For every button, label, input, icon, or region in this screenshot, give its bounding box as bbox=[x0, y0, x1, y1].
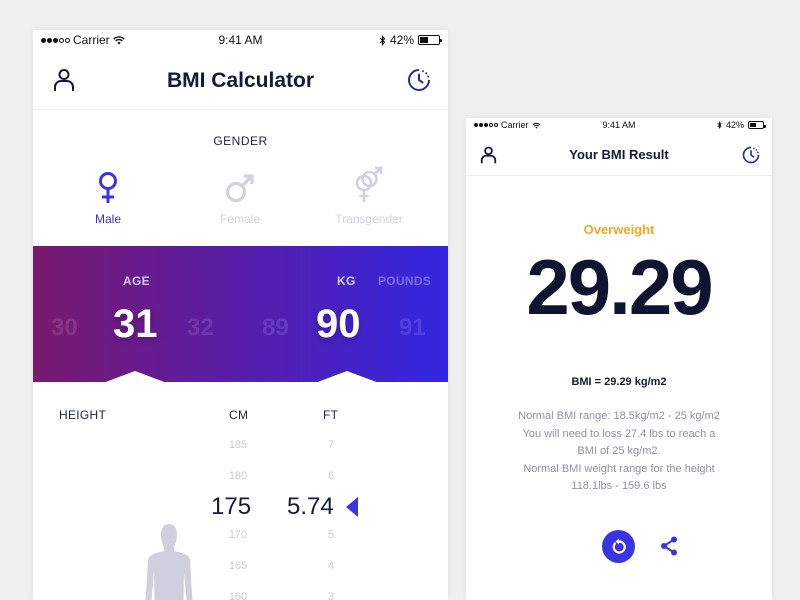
page-title: BMI Calculator bbox=[166, 69, 315, 92]
signal-icon bbox=[474, 123, 498, 127]
body-silhouette bbox=[142, 524, 196, 600]
history-icon[interactable] bbox=[742, 146, 760, 169]
height-label: HEIGHT bbox=[59, 408, 107, 422]
gender-label: GENDER bbox=[213, 134, 268, 148]
bmi-category: Overweight bbox=[583, 222, 655, 237]
ft-label: FT bbox=[323, 408, 339, 422]
battery-percent: 42% bbox=[389, 33, 414, 47]
share-icon bbox=[661, 536, 677, 556]
cm-tick[interactable]: 185 bbox=[228, 439, 248, 451]
height-cm-value[interactable]: 175 bbox=[211, 493, 252, 520]
wifi-icon bbox=[113, 36, 125, 45]
cm-label: CM bbox=[229, 408, 249, 422]
gender-option-label: Female bbox=[219, 212, 260, 226]
page-title: Your BMI Result bbox=[569, 147, 669, 162]
unit-kg-toggle[interactable]: KG bbox=[337, 274, 356, 288]
weight-prev[interactable]: 89 bbox=[262, 314, 289, 341]
weight-value[interactable]: 90 bbox=[316, 302, 361, 346]
clock: 9:41 AM bbox=[218, 33, 263, 47]
ft-tick[interactable]: 7 bbox=[327, 439, 335, 451]
age-selector-notch bbox=[103, 371, 167, 383]
age-prev[interactable]: 30 bbox=[51, 314, 78, 341]
cm-tick[interactable]: 180 bbox=[228, 470, 248, 482]
reset-icon bbox=[612, 538, 626, 554]
weight-next[interactable]: 91 bbox=[399, 314, 426, 341]
venus-symbol-icon bbox=[99, 172, 117, 203]
age-value[interactable]: 31 bbox=[113, 302, 158, 346]
carrier-label: Carrier bbox=[73, 33, 110, 47]
battery-icon bbox=[748, 121, 766, 129]
ft-tick[interactable]: 6 bbox=[327, 470, 335, 482]
bmi-value: 29.29 bbox=[526, 243, 713, 331]
bmi-formula: BMI = 29.29 kg/m2 bbox=[571, 376, 667, 388]
signal-icon bbox=[41, 37, 70, 43]
wifi-icon bbox=[532, 122, 540, 129]
cm-tick[interactable]: 170 bbox=[228, 529, 248, 541]
carrier-label: Carrier bbox=[501, 120, 529, 130]
bmi-calculator-screen: Carrier 9:41 AM 42% BMI Calculator GENDE… bbox=[33, 30, 448, 600]
user-icon[interactable] bbox=[480, 146, 497, 169]
status-bar: Carrier 9:41 AM 42% bbox=[466, 118, 772, 134]
clock: 9:41 AM bbox=[602, 120, 636, 130]
note-line: BMI of 25 kg/m2. bbox=[577, 445, 661, 457]
user-icon[interactable] bbox=[53, 68, 75, 97]
status-bar: Carrier 9:41 AM 42% bbox=[33, 30, 448, 50]
note-line: Normal BMI range: 18.5kg/m2 - 25 kg/m2 bbox=[518, 410, 720, 422]
gender-option-transgender[interactable]: Transgender bbox=[309, 166, 429, 226]
gender-option-male[interactable]: Male bbox=[48, 168, 168, 226]
cm-tick[interactable]: 165 bbox=[228, 560, 248, 572]
gender-option-label: Male bbox=[94, 212, 121, 226]
age-label: AGE bbox=[123, 274, 150, 288]
age-next[interactable]: 32 bbox=[187, 314, 214, 341]
cm-tick[interactable]: 160 bbox=[228, 591, 248, 600]
weight-selector-notch bbox=[315, 371, 379, 383]
nav-bar: Your BMI Result bbox=[466, 134, 772, 176]
share-button[interactable] bbox=[660, 536, 678, 561]
bluetooth-icon bbox=[717, 121, 722, 129]
ft-tick[interactable]: 5 bbox=[327, 529, 335, 541]
gender-option-label: Transgender bbox=[335, 212, 403, 226]
bmi-result-screen: Carrier 9:41 AM 42% Your BMI Result Over… bbox=[466, 118, 772, 600]
bmi-notes: Normal BMI range: 18.5kg/m2 - 25 kg/m2 Y… bbox=[476, 408, 762, 496]
bluetooth-icon bbox=[379, 34, 386, 46]
height-ft-value[interactable]: 5.74 bbox=[287, 493, 334, 520]
nav-bar: BMI Calculator bbox=[33, 50, 448, 110]
note-line: You will need to loss 27.4 lbs to reach … bbox=[522, 427, 716, 440]
transgender-symbol-icon bbox=[355, 166, 383, 202]
height-pointer-icon[interactable] bbox=[346, 497, 358, 517]
gender-option-female[interactable]: Female bbox=[180, 168, 300, 226]
ft-tick[interactable]: 3 bbox=[327, 591, 335, 600]
age-weight-picker: AGE KG POUNDS 30 31 32 89 90 91 bbox=[33, 246, 448, 383]
reset-button[interactable] bbox=[602, 530, 635, 563]
ft-tick[interactable]: 4 bbox=[327, 560, 335, 572]
unit-pounds-toggle[interactable]: POUNDS bbox=[378, 274, 432, 288]
battery-icon bbox=[418, 35, 442, 45]
history-icon[interactable] bbox=[407, 68, 431, 97]
note-line: Normal BMI weight range for the height bbox=[523, 462, 715, 475]
battery-percent: 42% bbox=[725, 120, 744, 130]
note-line: 118.1lbs - 159.6 lbs bbox=[571, 480, 667, 492]
mars-symbol-icon bbox=[225, 174, 254, 203]
